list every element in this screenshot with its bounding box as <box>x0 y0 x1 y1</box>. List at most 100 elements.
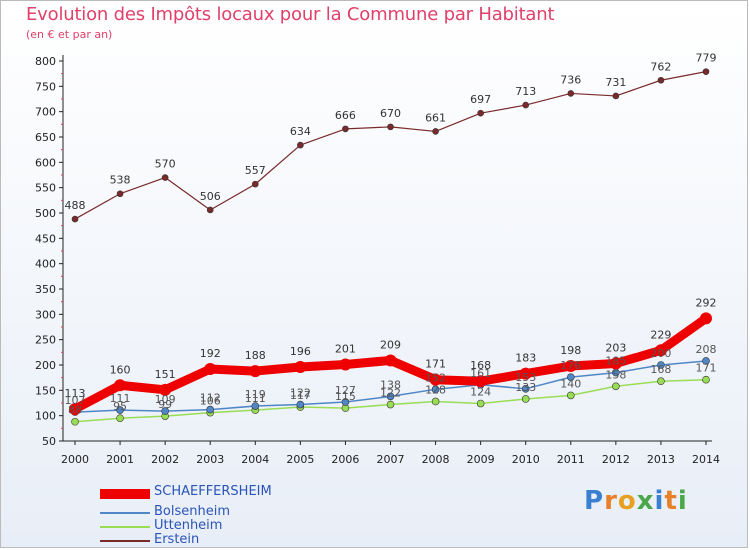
x-tick-label: 2012 <box>602 453 630 466</box>
data-label: 95 <box>113 400 127 413</box>
logo-letter: i <box>677 486 688 516</box>
data-label: 697 <box>470 93 491 106</box>
data-label: 209 <box>380 338 401 351</box>
y-tick-label: 400 <box>35 258 56 271</box>
y-tick-label: 150 <box>35 384 56 397</box>
chart-title: Evolution des Impôts locaux pour la Comm… <box>26 4 555 25</box>
data-label: 292 <box>696 296 717 309</box>
data-label: 634 <box>290 125 311 138</box>
data-point <box>522 101 530 109</box>
data-label: 176 <box>560 359 581 372</box>
x-tick-label: 2008 <box>422 453 450 466</box>
data-label: 153 <box>515 371 536 384</box>
data-point <box>161 174 169 181</box>
data-point <box>341 398 350 406</box>
data-point <box>116 190 124 198</box>
y-tick-label: 350 <box>35 283 56 296</box>
data-point <box>114 379 127 392</box>
data-point <box>116 406 124 414</box>
data-label: 203 <box>605 341 626 354</box>
data-point <box>386 392 395 401</box>
data-point <box>612 382 620 391</box>
data-point <box>69 403 81 416</box>
data-point <box>204 363 217 376</box>
y-tick-label: 550 <box>35 182 56 195</box>
data-point <box>339 358 352 371</box>
data-label: 762 <box>650 60 671 73</box>
data-label: 133 <box>515 381 536 394</box>
data-label: 124 <box>470 386 491 399</box>
x-tick-label: 2007 <box>377 453 405 466</box>
x-tick-label: 2001 <box>106 453 134 466</box>
data-label: 88 <box>68 404 82 417</box>
data-label: 160 <box>110 363 131 376</box>
data-point <box>521 385 530 393</box>
data-point <box>384 354 397 367</box>
data-point <box>386 400 395 409</box>
data-point <box>609 357 622 370</box>
data-label: 538 <box>110 174 131 187</box>
data-label: 128 <box>425 383 446 396</box>
data-label: 661 <box>425 111 446 124</box>
data-label: 670 <box>380 107 401 120</box>
logo-letter: x <box>636 486 655 516</box>
data-label: 122 <box>380 387 401 400</box>
data-point <box>161 407 169 415</box>
y-tick-label: 650 <box>35 131 56 144</box>
data-point <box>519 367 532 380</box>
x-tick-label: 2000 <box>61 453 89 466</box>
data-point <box>71 417 79 426</box>
data-label: 109 <box>155 393 176 406</box>
data-point <box>431 385 440 394</box>
y-tick-label: 700 <box>35 106 56 119</box>
data-label: 158 <box>605 368 626 381</box>
data-label: 106 <box>200 395 221 408</box>
proxiti-logo: Proxiti <box>584 486 688 516</box>
legend-label: SCHAEFFERSHEIM <box>154 484 272 499</box>
data-point <box>249 365 262 378</box>
data-label: 488 <box>65 199 86 212</box>
data-point <box>387 123 394 131</box>
data-label: 152 <box>425 371 446 384</box>
legend-swatch <box>100 489 150 499</box>
y-tick-label: 450 <box>35 232 56 245</box>
data-label: 140 <box>560 377 581 390</box>
logo-letter: P <box>584 486 605 516</box>
x-tick-label: 2003 <box>196 453 224 466</box>
data-label: 183 <box>515 352 536 365</box>
data-point <box>702 68 710 75</box>
data-label: 200 <box>650 347 671 360</box>
data-label: 113 <box>65 387 86 400</box>
data-label: 111 <box>110 392 131 405</box>
data-point <box>702 375 710 384</box>
y-tick-label: 500 <box>35 207 56 220</box>
legend-label: Bolsenheim <box>154 504 231 519</box>
data-label: 112 <box>200 392 221 405</box>
data-point <box>296 400 305 409</box>
data-point <box>297 141 304 149</box>
data-point <box>429 373 442 386</box>
x-tick-label: 2006 <box>331 453 359 466</box>
data-point <box>612 92 620 100</box>
data-label: 198 <box>560 344 581 357</box>
data-point <box>476 399 485 408</box>
data-point <box>431 397 440 406</box>
data-label: 161 <box>470 367 491 380</box>
data-point <box>206 206 214 214</box>
data-label: 779 <box>696 52 717 65</box>
y-tick-label: 300 <box>35 308 56 321</box>
data-label: 201 <box>335 342 356 355</box>
data-point <box>566 391 575 400</box>
data-point <box>71 215 79 223</box>
data-point <box>294 361 307 374</box>
y-tick-label: 600 <box>35 156 56 169</box>
data-point <box>657 76 665 84</box>
legend-swatch <box>100 526 150 528</box>
data-point <box>564 360 577 373</box>
y-tick-label: 750 <box>35 80 56 93</box>
data-point <box>657 361 665 369</box>
data-label: 171 <box>696 362 717 375</box>
data-label: 171 <box>425 358 446 371</box>
